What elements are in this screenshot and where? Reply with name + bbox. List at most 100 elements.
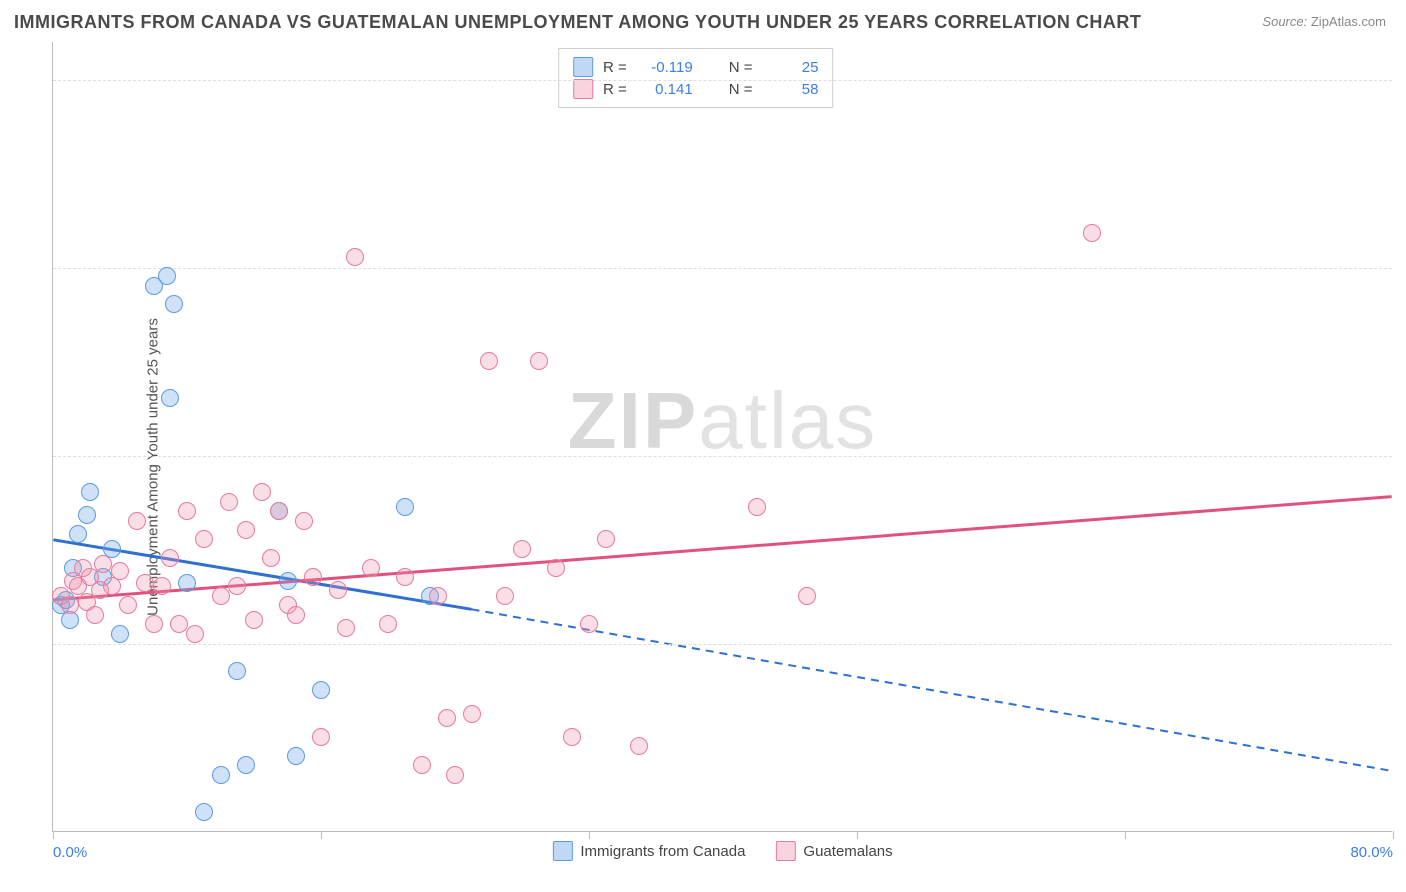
data-point	[287, 747, 305, 765]
r-label: R =	[603, 59, 627, 76]
legend-swatch	[573, 57, 593, 77]
data-point	[396, 568, 414, 586]
data-point	[312, 681, 330, 699]
data-point	[480, 352, 498, 370]
data-point	[438, 709, 456, 727]
data-point	[463, 705, 481, 723]
watermark: ZIPatlas	[568, 375, 877, 467]
r-value: -0.119	[637, 59, 693, 76]
data-point	[513, 540, 531, 558]
n-value: 58	[762, 81, 818, 98]
trend-lines-layer	[53, 42, 1392, 831]
data-point	[153, 577, 171, 595]
data-point	[329, 581, 347, 599]
source-label: Source:	[1262, 14, 1307, 29]
data-point	[111, 562, 129, 580]
source-attribution: Source: ZipAtlas.com	[1262, 14, 1386, 29]
x-tick	[1393, 831, 1394, 839]
gridline	[53, 80, 1392, 81]
gridline	[53, 268, 1392, 269]
legend-swatch	[552, 841, 572, 861]
data-point	[245, 611, 263, 629]
data-point	[798, 587, 816, 605]
x-tick-label: 0.0%	[53, 844, 87, 861]
data-point	[128, 512, 146, 530]
legend-swatch	[775, 841, 795, 861]
data-point	[630, 737, 648, 755]
data-point	[312, 728, 330, 746]
data-point	[304, 568, 322, 586]
legend-item: Guatemalans	[775, 841, 892, 861]
data-point	[195, 803, 213, 821]
data-point	[158, 267, 176, 285]
plot-area: ZIPatlas R =-0.119N =25R =0.141N =58 Imm…	[52, 42, 1392, 832]
data-point	[228, 577, 246, 595]
data-point	[94, 555, 112, 573]
data-point	[228, 662, 246, 680]
data-point	[86, 606, 104, 624]
data-point	[145, 615, 163, 633]
legend-label: Guatemalans	[803, 843, 892, 860]
data-point	[165, 295, 183, 313]
n-label: N =	[729, 59, 753, 76]
trend-line-dashed	[472, 609, 1392, 771]
data-point	[195, 530, 213, 548]
data-point	[346, 248, 364, 266]
data-point	[748, 498, 766, 516]
data-point	[220, 493, 238, 511]
chart-title: IMMIGRANTS FROM CANADA VS GUATEMALAN UNE…	[14, 12, 1141, 33]
data-point	[69, 525, 87, 543]
x-tick	[321, 831, 322, 839]
legend-item: Immigrants from Canada	[552, 841, 745, 861]
x-tick-label: 80.0%	[1350, 844, 1393, 861]
data-point	[446, 766, 464, 784]
data-point	[547, 559, 565, 577]
data-point	[136, 574, 154, 592]
gridline	[53, 456, 1392, 457]
data-point	[379, 615, 397, 633]
data-point	[111, 625, 129, 643]
data-point	[78, 506, 96, 524]
data-point	[186, 625, 204, 643]
watermark-bold: ZIP	[568, 376, 698, 465]
chart-container: Unemployment Among Youth under 25 years …	[0, 42, 1406, 892]
data-point	[237, 756, 255, 774]
n-value: 25	[762, 59, 818, 76]
x-tick	[53, 831, 54, 839]
data-point	[81, 483, 99, 501]
data-point	[61, 596, 79, 614]
data-point	[597, 530, 615, 548]
data-point	[337, 619, 355, 637]
data-point	[253, 483, 271, 501]
data-point	[580, 615, 598, 633]
n-label: N =	[729, 81, 753, 98]
x-tick	[589, 831, 590, 839]
x-tick	[857, 831, 858, 839]
trend-line-solid	[53, 497, 1391, 600]
data-point	[287, 606, 305, 624]
data-point	[270, 502, 288, 520]
watermark-light: atlas	[698, 376, 877, 465]
data-point	[396, 498, 414, 516]
x-tick	[1125, 831, 1126, 839]
data-point	[295, 512, 313, 530]
data-point	[530, 352, 548, 370]
data-point	[212, 587, 230, 605]
data-point	[1083, 224, 1101, 242]
data-point	[362, 559, 380, 577]
legend-swatch	[573, 79, 593, 99]
data-point	[161, 549, 179, 567]
legend-row: R = 0.141 N = 58	[573, 79, 819, 99]
legend-row: R = -0.119 N = 25	[573, 57, 819, 77]
data-point	[496, 587, 514, 605]
data-point	[161, 389, 179, 407]
r-label: R =	[603, 81, 627, 98]
data-point	[212, 766, 230, 784]
legend-label: Immigrants from Canada	[580, 843, 745, 860]
data-point	[262, 549, 280, 567]
r-value: 0.141	[637, 81, 693, 98]
data-point	[178, 502, 196, 520]
data-point	[237, 521, 255, 539]
data-point	[429, 587, 447, 605]
data-point	[178, 574, 196, 592]
